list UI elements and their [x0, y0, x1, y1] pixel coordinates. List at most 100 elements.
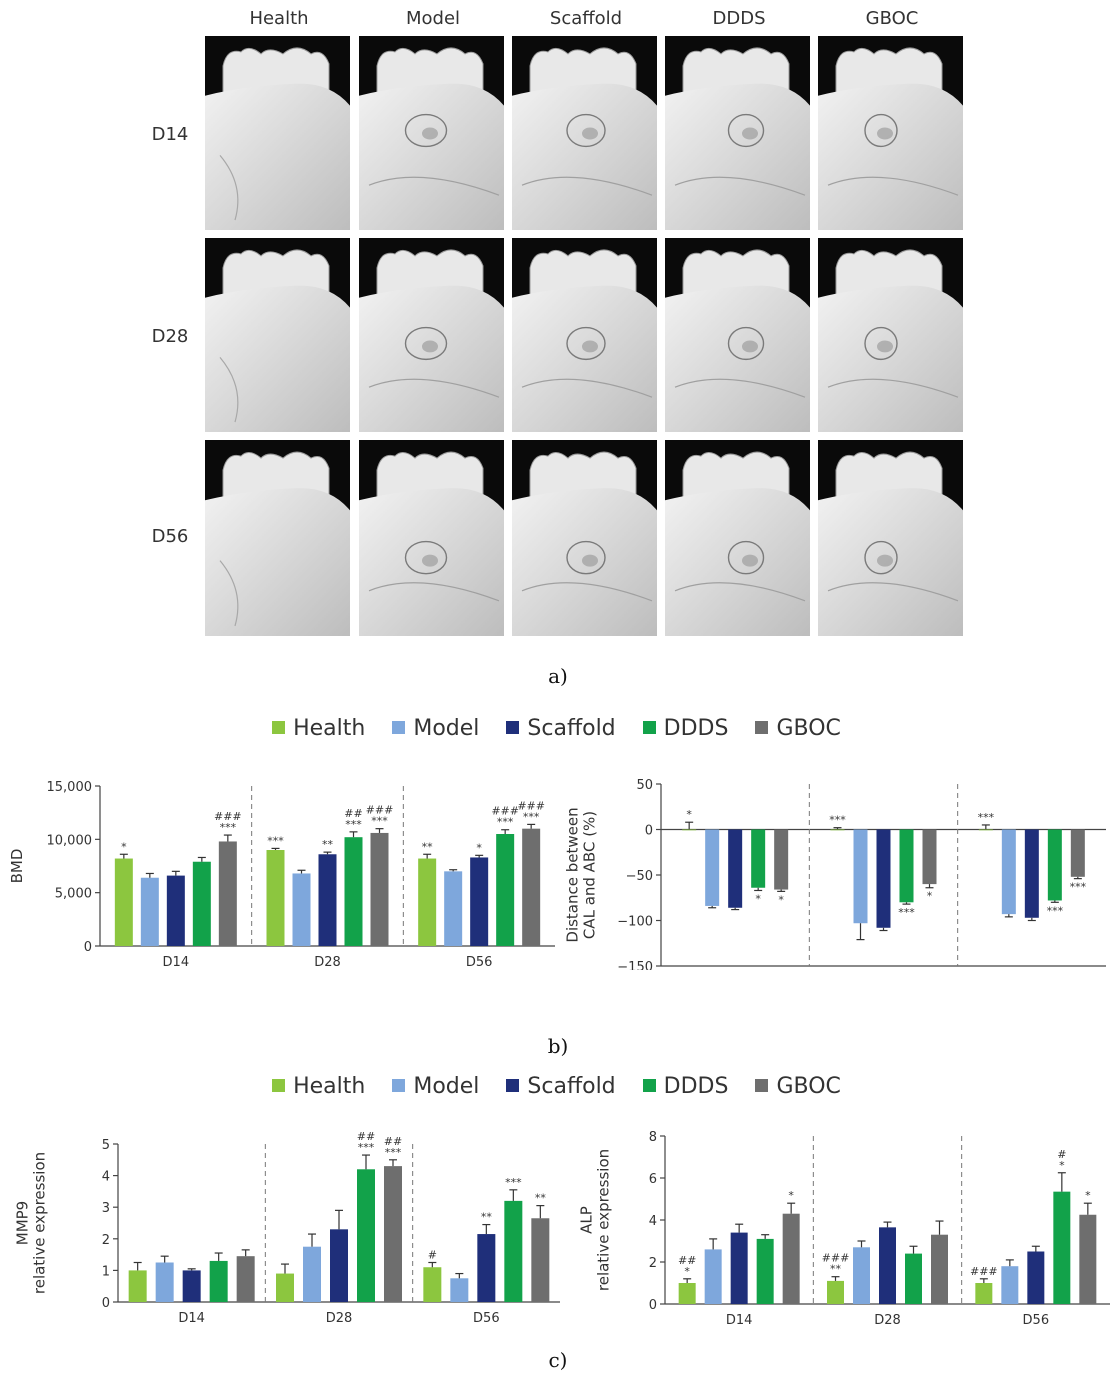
significance-mark: # [428, 1249, 437, 1262]
bone-render [512, 249, 657, 432]
bone-ridge [674, 582, 806, 602]
bone-ridge [827, 176, 959, 196]
legend-item-model: Model [392, 1074, 479, 1099]
x-tick-label: D14 [163, 955, 190, 970]
legend-item-health: Health [272, 716, 365, 741]
legend-swatch-gboc [755, 1078, 769, 1092]
bar-health-d14 [128, 1270, 147, 1302]
significance-mark: * [788, 1189, 794, 1202]
panel-label-a: a) [548, 664, 568, 688]
legend-label-health: Health [293, 1074, 366, 1099]
bar-ddds-d56 [496, 834, 515, 946]
defect-core [582, 127, 598, 140]
micro-ct-image-gboc-d28 [818, 238, 963, 432]
row-header-d14: D14 [151, 124, 189, 145]
bone-render [665, 249, 810, 432]
bar-model-d56 [1001, 829, 1016, 915]
bar-scaffold-d56 [1027, 1251, 1045, 1304]
legend-swatch-health [272, 1078, 286, 1092]
micro-ct-image-model-d28 [359, 238, 504, 432]
micro-ct-image-gboc-d14 [818, 36, 963, 230]
significance-mark: *** [345, 818, 362, 831]
column-header-ddds: DDDS [712, 8, 766, 29]
legend-c: Health Model Scaffold DDDS GBOC [0, 1074, 1113, 1099]
y-axis-label: relative expression [595, 1149, 613, 1291]
significance-mark: ## [678, 1254, 696, 1267]
bar-scaffold-d14 [728, 829, 743, 908]
defect-core [877, 554, 893, 567]
bar-gboc-d28 [931, 1234, 948, 1304]
bar-health-d28 [266, 850, 285, 946]
significance-mark: *** [505, 1176, 522, 1189]
bone-render [205, 451, 350, 636]
significance-mark: *** [220, 821, 237, 834]
bone-render [205, 47, 350, 230]
y-axis-label: CAL and ABC (%) [581, 811, 599, 939]
defect-core [582, 340, 598, 353]
bone-body [818, 285, 963, 432]
significance-mark: * [778, 893, 784, 906]
row-header-d28: D28 [151, 326, 189, 347]
bar-gboc-d28 [370, 832, 389, 946]
significance-mark: # [1057, 1148, 1066, 1161]
significance-mark: * [755, 892, 761, 905]
defect-core [877, 340, 893, 353]
bar-model-d28 [303, 1246, 321, 1302]
x-tick-label: D28 [874, 1313, 901, 1328]
significance-mark: ### [214, 810, 242, 823]
bar-model-d28 [853, 829, 868, 924]
micro-ct-image-gboc-d56 [818, 440, 963, 636]
defect-outline [566, 326, 606, 361]
micro-ct-image-ddds-d28 [665, 238, 810, 432]
defect-core [422, 127, 438, 140]
micro-ct-image-ddds-d14 [665, 36, 810, 230]
bone-render [359, 47, 504, 230]
significance-mark: ### [366, 804, 394, 817]
bar-model-d14 [140, 877, 159, 946]
x-tick-label: D14 [178, 1311, 205, 1326]
bone-ridge [827, 378, 959, 398]
defect-outline [727, 326, 765, 361]
y-axis-label: MMP9 [14, 1201, 32, 1245]
bar-model-d56 [450, 1278, 469, 1302]
legend-item-gboc: GBOC [755, 716, 841, 741]
significance-mark: ** [322, 838, 334, 851]
y-tick-label: −100 [617, 915, 653, 930]
defect-outline [404, 540, 448, 575]
y-tick-label: 2 [102, 1233, 110, 1248]
y-tick-label: 6 [649, 1172, 657, 1187]
legend-swatch-health [272, 720, 286, 734]
y-tick-label: 0 [649, 1298, 657, 1313]
row-header-d56: D56 [151, 526, 189, 547]
legend-b: Health Model Scaffold DDDS GBOC [0, 716, 1113, 741]
bar-scaffold-d56 [477, 1234, 496, 1302]
significance-mark: *** [978, 811, 995, 824]
bar-scaffold-d28 [879, 1227, 896, 1304]
x-tick-label: D56 [473, 1311, 500, 1326]
bone-body [512, 83, 657, 230]
bar-scaffold-d28 [876, 829, 891, 928]
bone-ridge [521, 582, 653, 602]
bar-model-d56 [1001, 1266, 1019, 1304]
bar-model-d14 [704, 1249, 722, 1304]
y-axis-label: BMD [8, 849, 26, 884]
significance-mark: *** [829, 814, 846, 827]
bar-model-d14 [155, 1262, 174, 1302]
defect-outline [864, 540, 898, 575]
bar-health-d28 [830, 829, 845, 831]
significance-mark: ### [970, 1265, 998, 1278]
bar-gboc-d14 [218, 841, 237, 946]
defect-outline [727, 113, 765, 148]
y-tick-label: 5 [102, 1138, 110, 1153]
bar-ddds-d56 [1047, 829, 1062, 901]
bone-ridge [219, 155, 239, 221]
y-tick-label: 15,000 [47, 780, 93, 795]
y-tick-label: 3 [102, 1201, 110, 1216]
bar-ddds-d56 [504, 1200, 523, 1302]
defect-outline [727, 540, 765, 575]
bone-body [818, 83, 963, 230]
y-tick-label: 0 [84, 940, 92, 955]
bar-scaffold-d56 [1024, 829, 1039, 918]
bone-body [665, 285, 810, 432]
